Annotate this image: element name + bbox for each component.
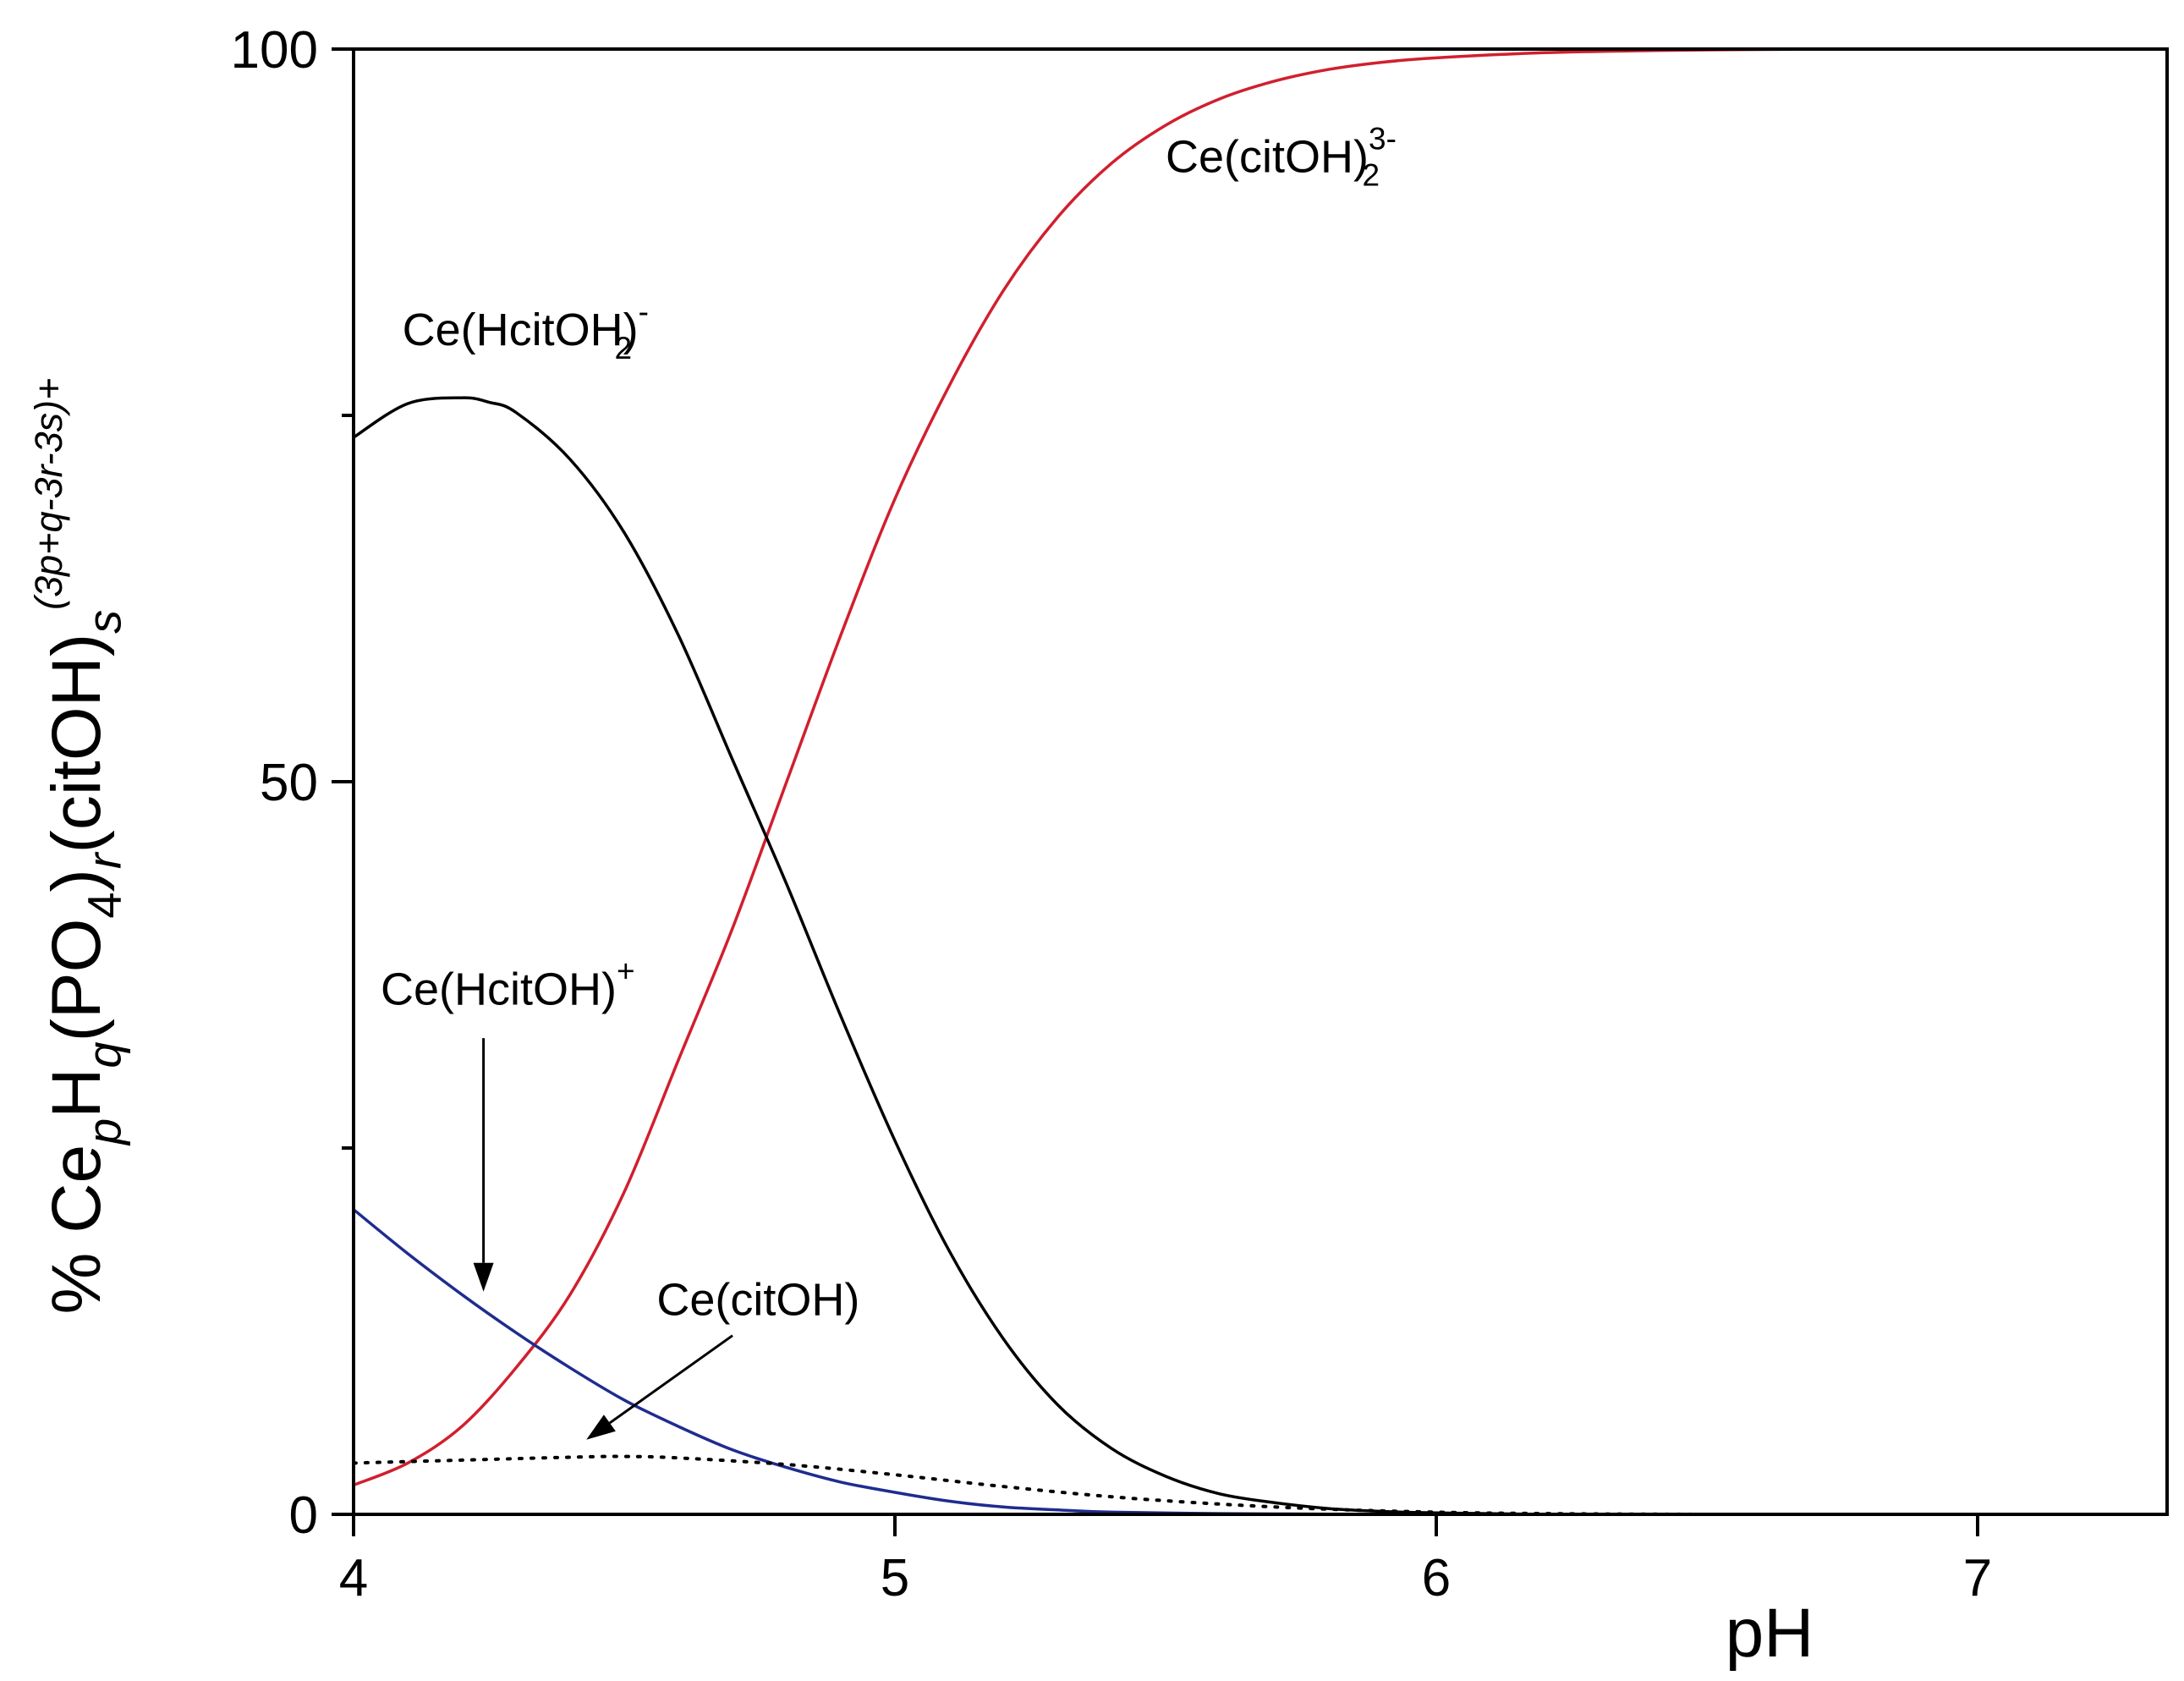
series-line-1 bbox=[352, 396, 1546, 1516]
x-tick-label: 5 bbox=[881, 1549, 909, 1607]
annotation-citoh: Ce(citOH) bbox=[656, 1274, 859, 1325]
annotation-hcitoh2: Ce(HcitOH)-2 bbox=[403, 294, 649, 365]
annotation-citoh2: Ce(citOH)3-2 bbox=[1166, 121, 1397, 192]
x-tick-label: 7 bbox=[1963, 1549, 1992, 1607]
x-tick-label: 6 bbox=[1422, 1549, 1451, 1607]
x-tick-label: 4 bbox=[339, 1549, 368, 1607]
plot-frame bbox=[352, 47, 2169, 1516]
x-axis-label: pH bbox=[1726, 1595, 1814, 1672]
arrow-citoh-head bbox=[586, 1415, 616, 1440]
y-tick-label: 50 bbox=[260, 754, 318, 812]
series-layer bbox=[352, 47, 2169, 1516]
y-tick-label: 0 bbox=[289, 1486, 318, 1545]
ticks-layer: 4 5 6 7 0 50 100 bbox=[231, 21, 1993, 1607]
annotation-hcitoh: Ce(HcitOH)+ bbox=[381, 953, 635, 1014]
arrow-hcitoh-head bbox=[473, 1262, 494, 1292]
y-axis-label: % CepHq(PO4)r(citOH)s(3p+q-3r-3s)+ bbox=[27, 378, 131, 1315]
y-tick-label: 100 bbox=[231, 21, 318, 80]
series-line-0 bbox=[352, 47, 2169, 1487]
arrow-citoh-shaft bbox=[609, 1334, 733, 1425]
series-line-2 bbox=[352, 1207, 1546, 1516]
annotations-layer: Ce(citOH)3-2 Ce(HcitOH)-2 Ce(HcitOH)+ Ce(ci… bbox=[381, 121, 1397, 1440]
axes-frame bbox=[352, 47, 2169, 1516]
series-line-3 bbox=[352, 1454, 1709, 1516]
